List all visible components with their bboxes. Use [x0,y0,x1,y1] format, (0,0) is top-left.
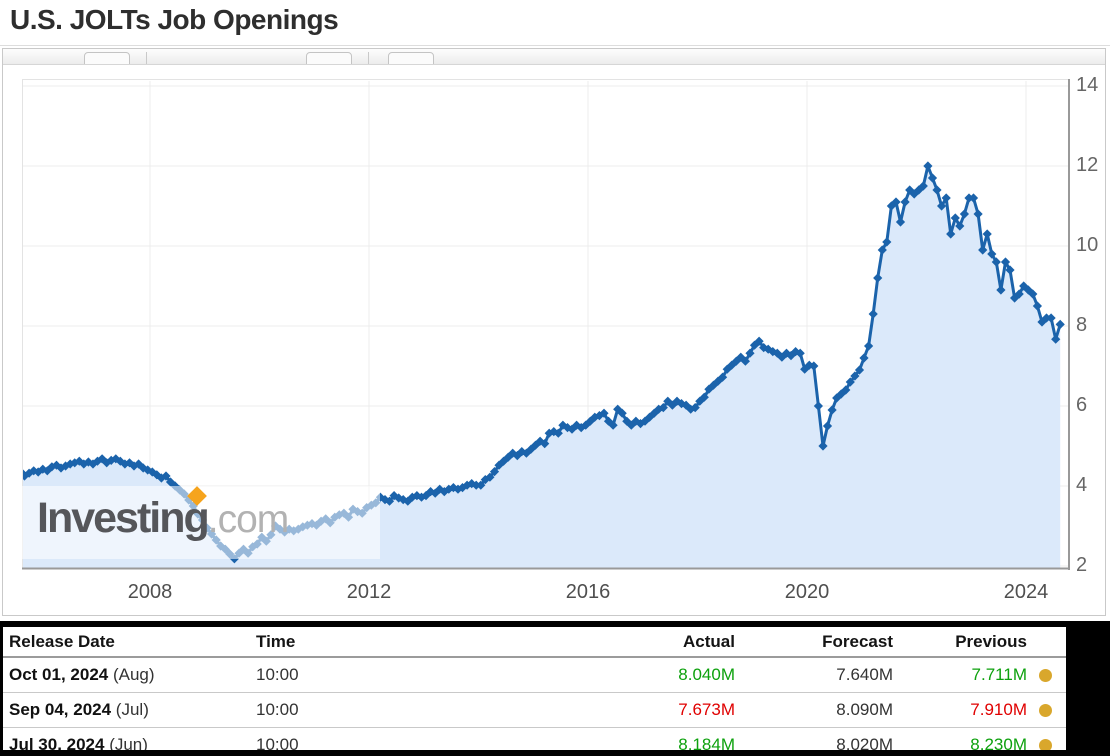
reference-period: (Aug) [108,665,155,684]
title-bar: U.S. JOLTs Job Openings [0,0,1110,46]
revision-cell [1028,657,1066,693]
reference-period: (Jun) [104,735,148,750]
y-axis-label: 10 [1076,234,1099,256]
revision-dot-icon[interactable] [1039,739,1052,750]
time-cell: 10:00 [255,727,467,750]
revision-dot-icon[interactable] [1039,669,1052,683]
table-row: Oct 01, 2024 (Aug) 10:00 8.040M 7.640M 7.711… [3,657,1066,693]
chart-toolbar [3,49,1105,65]
previous-value: 8.230M [894,727,1028,750]
y-axis-label: 8 [1076,314,1088,336]
table-header-row: Release Date Time Actual Forecast Previous [3,627,1066,658]
forecast-value: 8.020M [736,727,894,750]
time-cell: 10:00 [255,657,467,693]
watermark-brand: Investing [37,494,210,542]
time-cell: 10:00 [255,692,467,728]
column-header-forecast: Forecast [736,627,894,658]
actual-value: 7.673M [467,692,736,728]
x-axis-label: 2008 [127,581,173,603]
release-date-cell: Oct 01, 2024 (Aug) [3,657,255,693]
toolbar-button-3[interactable] [388,52,434,64]
toolbar-separator [368,52,369,64]
page-title: U.S. JOLTs Job Openings [10,4,339,35]
column-header-revision [1028,627,1066,658]
chart-panel: 2008 2012 2016 2020 2024 2 4 6 8 10 12 14 Investin… [2,48,1106,616]
x-axis-label: 2016 [565,581,611,603]
reference-period: (Jul) [111,700,149,719]
watermark: Investing.com [22,486,380,559]
toolbar-separator [146,52,147,64]
forecast-value: 7.640M [736,657,894,693]
toolbar-button-1[interactable] [84,52,130,64]
releases-table: Release Date Time Actual Forecast Previous O… [3,627,1066,750]
y-axis-label: 2 [1076,554,1088,576]
y-axis-label: 14 [1076,74,1099,96]
toolbar-button-2[interactable] [306,52,352,64]
y-axis-label: 12 [1076,154,1099,176]
table-row: Jul 30, 2024 (Jun) 10:00 8.184M 8.020M 8.230… [3,727,1066,750]
release-date-cell: Jul 30, 2024 (Jun) [3,727,255,750]
releases-table-frame: Release Date Time Actual Forecast Previous O… [0,621,1110,756]
column-header-previous: Previous [894,627,1028,658]
x-axis-label: 2012 [346,581,392,603]
column-header-actual: Actual [467,627,736,658]
y-axis-label: 4 [1076,474,1088,496]
release-date-cell: Sep 04, 2024 (Jul) [3,692,255,728]
previous-value: 7.910M [894,692,1028,728]
y-axis-label: 6 [1076,394,1088,416]
actual-value: 8.184M [467,727,736,750]
column-header-release-date: Release Date [3,627,255,658]
x-axis-label: 2024 [1003,581,1049,603]
release-date: Sep 04, 2024 [9,700,112,719]
watermark-suffix: .com [207,498,290,541]
revision-cell [1028,692,1066,728]
release-date: Oct 01, 2024 [9,665,109,684]
previous-value: 7.711M [894,657,1028,693]
revision-cell [1028,727,1066,750]
forecast-value: 8.090M [736,692,894,728]
table-row: Sep 04, 2024 (Jul) 10:00 7.673M 8.090M 7.910… [3,692,1066,728]
column-header-time: Time [255,627,467,658]
actual-value: 8.040M [467,657,736,693]
x-axis-label: 2020 [784,581,830,603]
release-date: Jul 30, 2024 [9,735,105,750]
revision-dot-icon[interactable] [1039,704,1052,718]
